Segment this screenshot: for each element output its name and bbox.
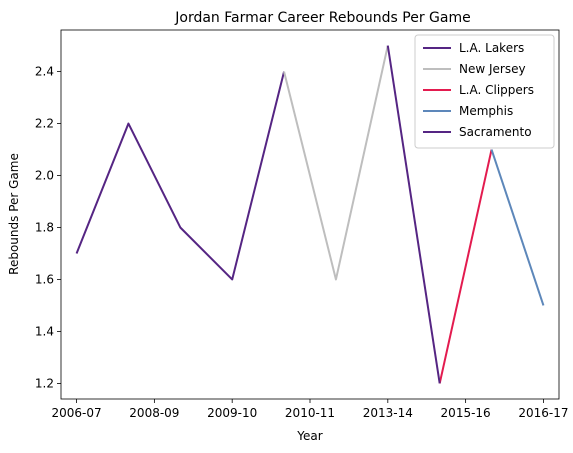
- y-tick-label: 2.2: [35, 117, 54, 131]
- x-tick-label: 2015-16: [441, 406, 491, 420]
- series-line-l-a-clippers: [438, 149, 493, 384]
- series-line-memphis: [490, 149, 545, 306]
- legend-box: [414, 34, 555, 149]
- y-tick-label: 1.8: [35, 220, 54, 234]
- legend-entry: New Jersey: [459, 62, 526, 76]
- x-tick-label: 2013-14: [363, 406, 413, 420]
- legend: L.A. Lakers New Jersey L.A. Clippers Memphi…: [414, 34, 555, 149]
- x-axis: 2006-07 2008-09 2009-10 2010-11 2013-14 2015-…: [51, 399, 569, 420]
- legend-entry: L.A. Clippers: [459, 83, 534, 97]
- y-tick-label: 1.2: [35, 376, 54, 390]
- x-tick-label: 2009-10: [207, 406, 257, 420]
- series-line-new-jersey: [283, 45, 389, 281]
- y-tick-label: 1.6: [35, 272, 54, 286]
- legend-entry: L.A. Lakers: [459, 41, 524, 55]
- y-tick-label: 2.4: [35, 65, 54, 79]
- series-lines: [75, 45, 545, 384]
- chart-title: Jordan Farmar Career Rebounds Per Game: [174, 10, 471, 26]
- x-tick-label: 2010-11: [285, 406, 335, 420]
- x-tick-label: 2008-09: [129, 406, 179, 420]
- y-tick-label: 1.4: [35, 324, 54, 338]
- y-axis-label: Rebounds Per Game: [7, 153, 21, 275]
- legend-entry: Memphis: [459, 104, 513, 118]
- series-line-sacramento: [386, 45, 441, 384]
- series-line-l-a-lakers: [75, 71, 286, 281]
- x-axis-label: Year: [296, 429, 322, 443]
- y-axis: 1.2 1.4 1.6 1.8 2.0 2.2 2.4: [35, 65, 61, 390]
- x-tick-label: 2016-17: [518, 406, 568, 420]
- y-tick-label: 2.0: [35, 169, 54, 183]
- legend-entry: Sacramento: [459, 125, 532, 139]
- x-tick-label: 2006-07: [51, 406, 101, 420]
